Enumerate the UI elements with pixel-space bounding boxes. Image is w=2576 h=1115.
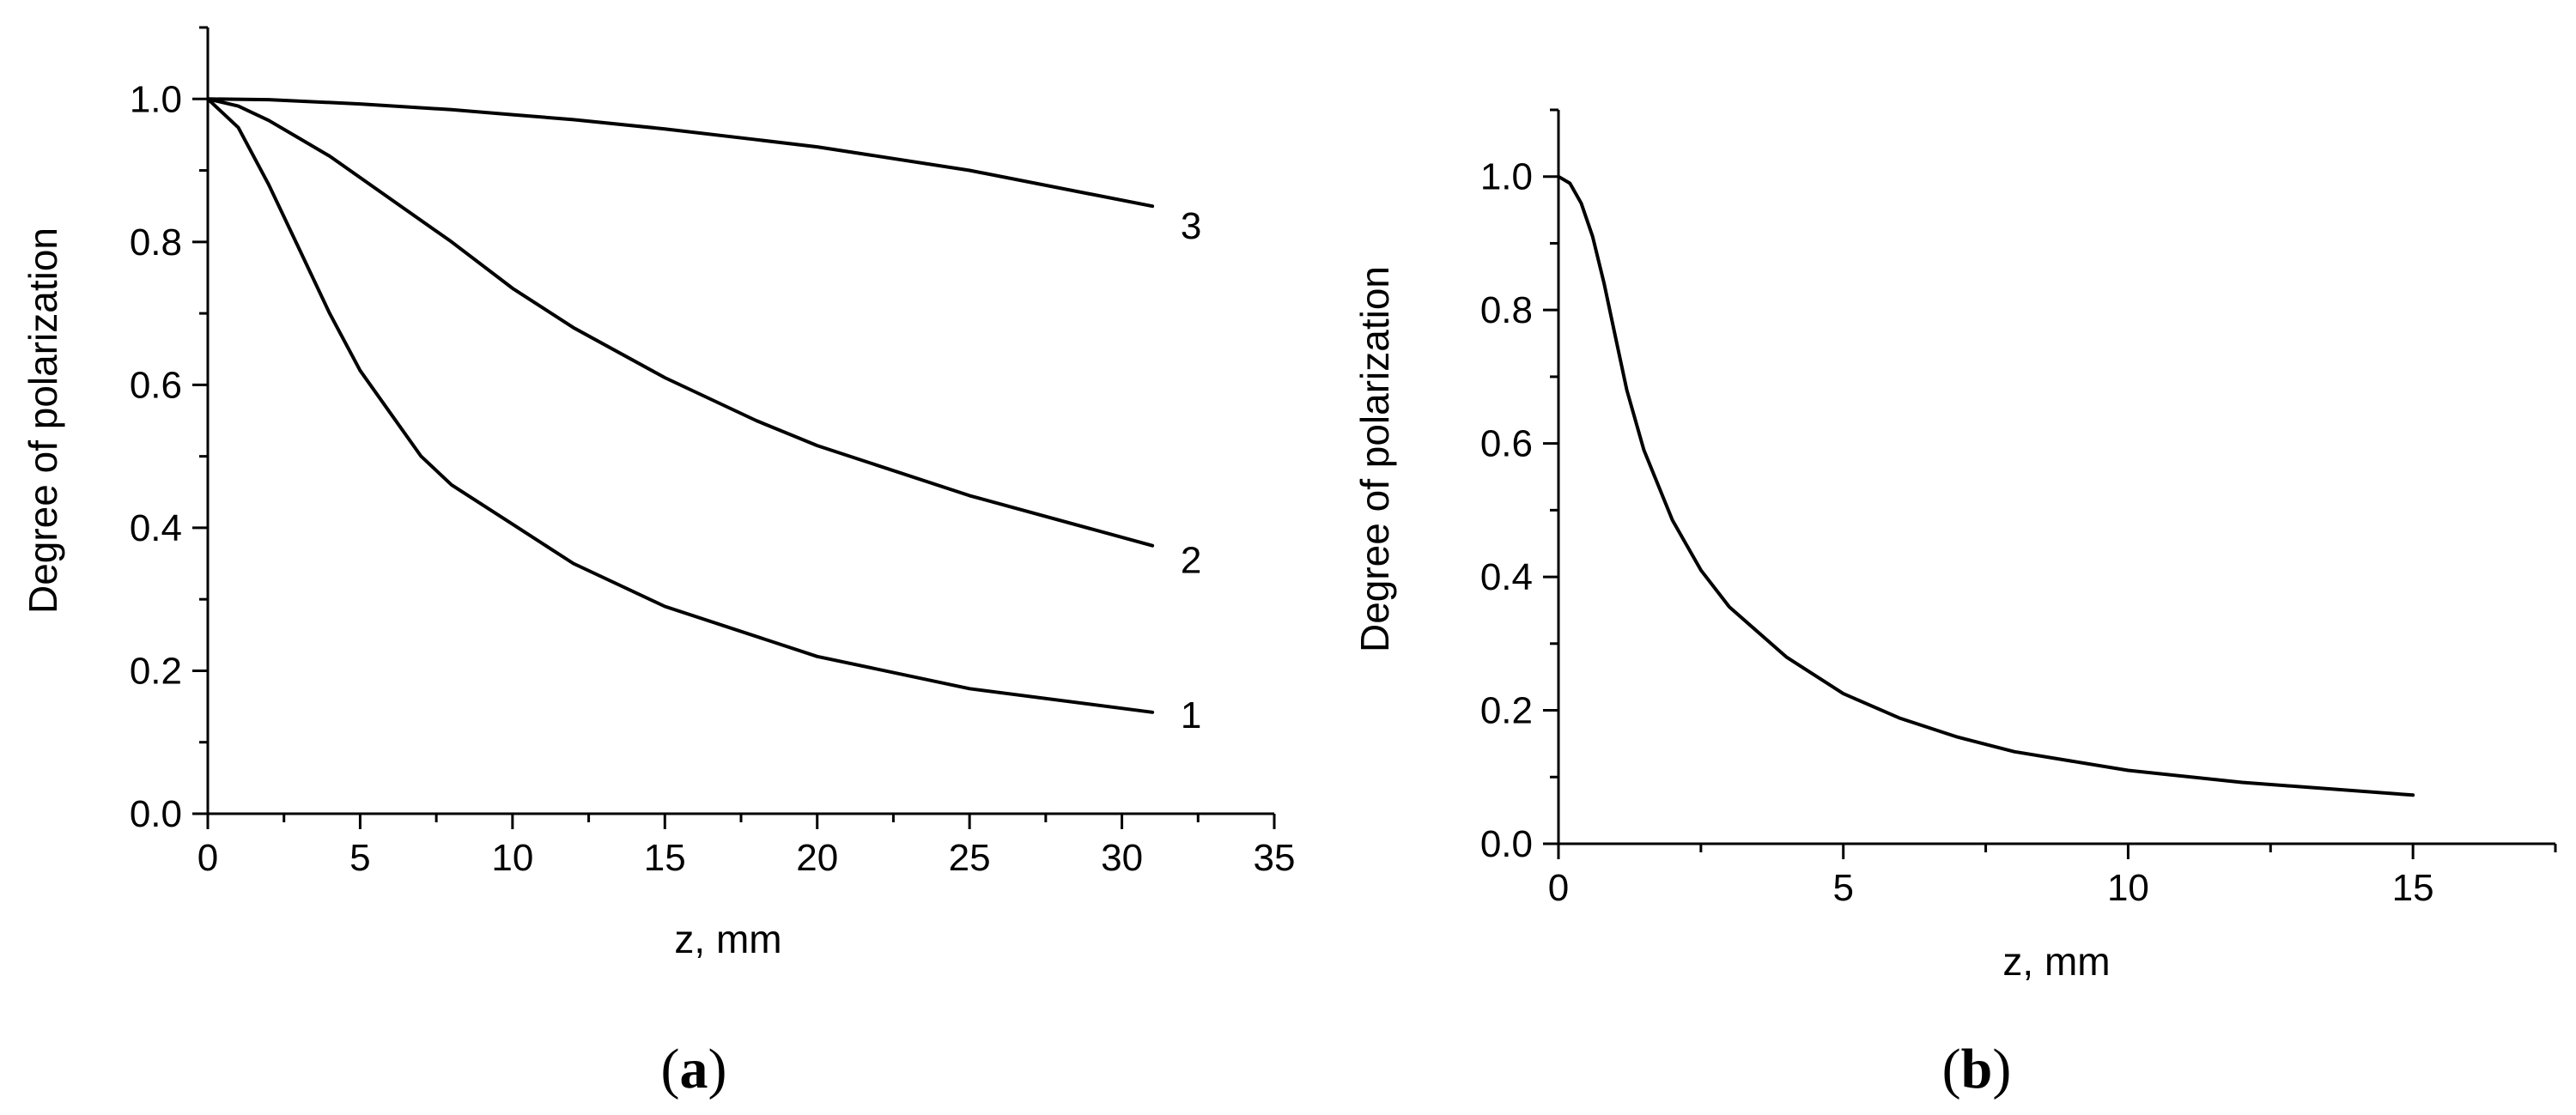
- x-tick-label: 25: [949, 837, 991, 879]
- series-3-label: 3: [1181, 205, 1201, 247]
- panel-b-caption-letter: b: [1961, 1038, 1993, 1100]
- panel-a-caption-letter: a: [680, 1038, 708, 1100]
- panel-b-chart: 0 5 10 15 0.0 0.2 0.4 0.6 0.8 1.0 z, mm Degree of p…: [1352, 108, 2557, 984]
- panel-b-caption: (b): [1942, 1038, 2012, 1100]
- x-tick-label: 5: [349, 837, 370, 879]
- x-tick-label: 15: [2392, 867, 2434, 909]
- y-tick-label: 0.4: [1480, 556, 1533, 598]
- series-1-line: [206, 97, 1155, 714]
- x-tick-label: 20: [796, 837, 838, 879]
- x-tick-label: 35: [1254, 837, 1296, 879]
- x-tick-label: 10: [491, 837, 533, 879]
- y-tick-label: 0.8: [130, 221, 182, 264]
- y-tick-label: 1.0: [1480, 156, 1533, 198]
- x-tick-label: 5: [1832, 867, 1853, 909]
- x-tick-label: 0: [1548, 867, 1569, 909]
- y-tick-label: 0.6: [130, 364, 182, 406]
- panel-a-caption: (a): [661, 1038, 727, 1100]
- x-tick-label: 10: [2107, 867, 2149, 909]
- y-tick-label: 0.2: [130, 650, 182, 692]
- y-axis-title: Degree of polarization: [21, 227, 65, 614]
- y-tick-label: 1.0: [130, 78, 182, 120]
- series-line: [1557, 174, 2415, 797]
- series-2-label: 2: [1181, 540, 1201, 582]
- y-tick-label: 0.4: [130, 507, 182, 549]
- y-axis-title: Degree of polarization: [1352, 266, 1397, 652]
- panel-a-chart: 0 5 10 15 20 25 30 35 0.0 0.2 0.4 0.6 0.8 1.0 z, mm Deg…: [21, 26, 1296, 961]
- series-3-line: [206, 97, 1155, 209]
- y-tick-label: 0.8: [1480, 289, 1533, 331]
- y-tick-label: 0.0: [130, 793, 182, 835]
- x-tick-label: 0: [197, 837, 218, 879]
- x-axis-title: z, mm: [674, 917, 781, 961]
- x-tick-label: 30: [1101, 837, 1143, 879]
- y-tick-label: 0.0: [1480, 823, 1533, 865]
- y-tick-label: 0.6: [1480, 423, 1533, 465]
- x-tick-label: 15: [644, 837, 686, 879]
- series-2-line: [206, 97, 1155, 548]
- series-1-label: 1: [1181, 694, 1201, 736]
- y-tick-label: 0.2: [1480, 690, 1533, 732]
- x-axis-title: z, mm: [2002, 939, 2110, 984]
